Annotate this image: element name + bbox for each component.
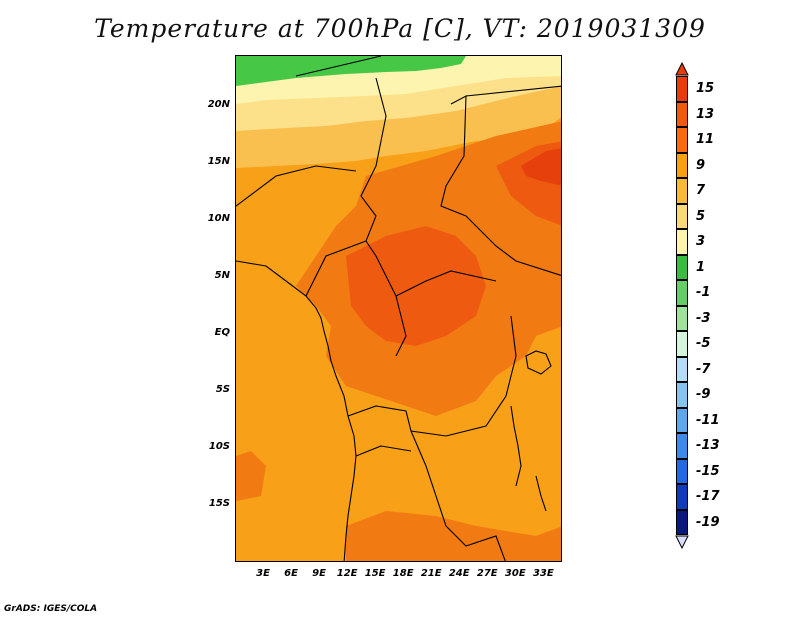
lon-tick-label: 6E	[284, 568, 298, 579]
colorbar-swatch	[676, 407, 688, 433]
lat-tick-label: 5N	[214, 270, 230, 282]
colorbar-label: -7	[696, 361, 711, 377]
field-north-green	[236, 56, 466, 86]
lon-tick-label: 27E	[476, 568, 498, 579]
lon-tick-label: 3E	[256, 568, 270, 579]
lake-malawi	[535, 475, 547, 512]
colorbar-label: -3	[696, 310, 711, 326]
colorbar-label: -13	[696, 438, 720, 453]
lon-tick-label: 33E	[532, 568, 554, 579]
lon-tick-label: 18E	[392, 568, 414, 579]
colorbar-label: 3	[696, 234, 706, 249]
colorbar-swatch	[676, 178, 688, 204]
colorbar-label: 9	[696, 157, 706, 173]
colorbar-swatch	[676, 254, 688, 280]
colorbar-bottom-arrow	[675, 535, 689, 549]
colorbar-label: -5	[696, 336, 711, 351]
colorbar-swatch	[676, 509, 688, 535]
colorbar-label: 1	[696, 259, 706, 275]
lon-tick-label: 12E	[336, 568, 358, 579]
colorbar-swatch	[676, 305, 688, 331]
colorbar-swatch	[676, 356, 688, 382]
colorbar-label: -15	[696, 463, 720, 479]
lat-tick-label: 20N	[207, 99, 230, 111]
lat-tick-label: 10S	[208, 441, 230, 453]
credit-text: GrADS: IGES/COLA	[4, 604, 98, 614]
lat-tick-label: 15N	[207, 156, 230, 168]
colorbar-swatch	[676, 127, 688, 153]
colorbar-label: 11	[696, 132, 715, 147]
colorbar-swatch	[676, 203, 688, 229]
map-title: Temperature at 700hPa [C], VT: 201903130…	[94, 14, 706, 43]
colorbar-swatch	[676, 484, 688, 510]
colorbar-label: 13	[696, 106, 715, 122]
colorbar-label: -11	[696, 412, 720, 428]
lat-tick-label: 10N	[207, 213, 230, 225]
colorbar-swatch	[676, 382, 688, 408]
border-lines	[236, 56, 561, 561]
lat-tick-label: 5S	[215, 384, 230, 396]
lon-tick-label: 15E	[364, 568, 386, 579]
colorbar-label: -9	[696, 387, 711, 402]
field-south-dark	[346, 511, 561, 561]
colorbar-swatch	[676, 433, 688, 459]
colorbar-swatch	[676, 152, 688, 178]
lake-victoria	[525, 350, 552, 375]
colorbar-swatch	[676, 76, 688, 102]
colorbar-swatch	[676, 280, 688, 306]
field-southwest-dark	[236, 451, 266, 501]
colorbar-label: -17	[696, 489, 720, 504]
colorbar-label: 15	[696, 81, 715, 96]
colorbar-top-arrow	[675, 62, 689, 76]
lon-tick-label: 21E	[420, 568, 442, 579]
colorbar-swatch	[676, 331, 688, 357]
lon-tick-label: 30E	[504, 568, 526, 579]
colorbar-swatch	[676, 101, 688, 127]
lon-tick-label: 9E	[312, 568, 326, 579]
colorbar-label: 5	[696, 208, 706, 224]
colorbar-swatch	[676, 229, 688, 255]
colorbar-label: 7	[696, 183, 706, 198]
colorbar-swatch	[676, 458, 688, 484]
lat-tick-label: EQ	[214, 327, 230, 339]
lat-tick-label: 15S	[208, 498, 230, 510]
temperature-map	[235, 55, 562, 562]
lon-tick-label: 24E	[448, 568, 470, 579]
lake-tanganyika	[510, 405, 522, 487]
field-east-hot	[521, 148, 561, 186]
colorbar-label: -1	[696, 285, 711, 300]
colorbar-label: -19	[696, 514, 720, 530]
